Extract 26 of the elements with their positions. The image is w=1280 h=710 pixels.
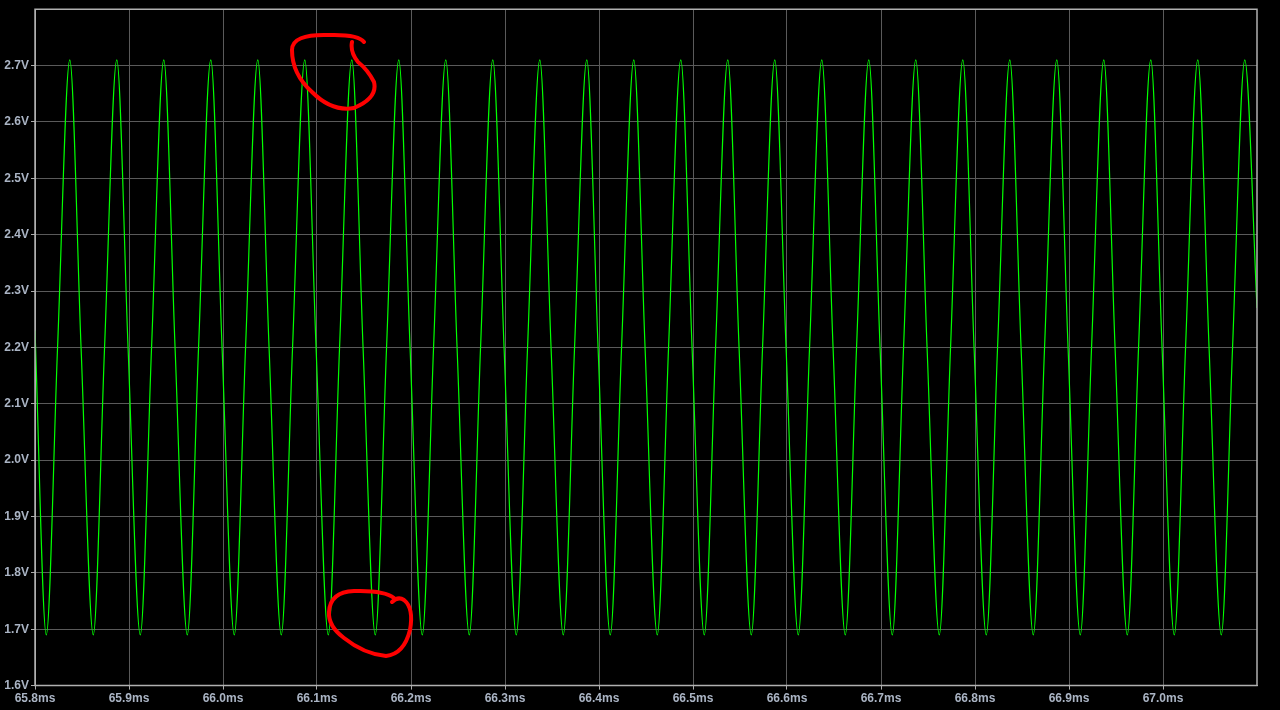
y-tick-label: 2.7V	[4, 57, 29, 72]
y-tick-label: 2.5V	[4, 170, 29, 185]
x-tick-label: 66.3ms	[484, 691, 526, 706]
y-tick-label: 1.9V	[4, 508, 29, 523]
x-tick-label: 65.8ms	[14, 691, 56, 706]
x-tick-label: 66.0ms	[202, 691, 244, 706]
y-tick-label: 1.7V	[4, 621, 29, 636]
x-tick-label: 65.9ms	[108, 691, 150, 706]
y-tick-label: 2.4V	[4, 226, 29, 241]
y-tick-label: 2.3V	[4, 283, 29, 298]
y-tick-label: 1.8V	[4, 565, 29, 580]
x-tick-label: 67.0ms	[1142, 691, 1184, 706]
y-tick-label: 2.1V	[4, 396, 29, 411]
x-tick-label: 66.4ms	[578, 691, 620, 706]
x-tick-label: 66.5ms	[672, 691, 714, 706]
y-tick-label: 2.6V	[4, 114, 29, 129]
y-tick-label: 1.6V	[4, 677, 29, 692]
x-tick-label: 66.6ms	[766, 691, 808, 706]
y-tick-label: 2.0V	[4, 452, 29, 467]
x-tick-label: 66.9ms	[1048, 691, 1090, 706]
x-tick-label: 66.2ms	[390, 691, 432, 706]
line-series	[35, 59, 1257, 636]
x-tick-label: 66.8ms	[954, 691, 996, 706]
y-tick-label: 2.2V	[4, 339, 29, 354]
x-tick-label: 66.7ms	[860, 691, 902, 706]
x-tick-label: 66.1ms	[296, 691, 338, 706]
